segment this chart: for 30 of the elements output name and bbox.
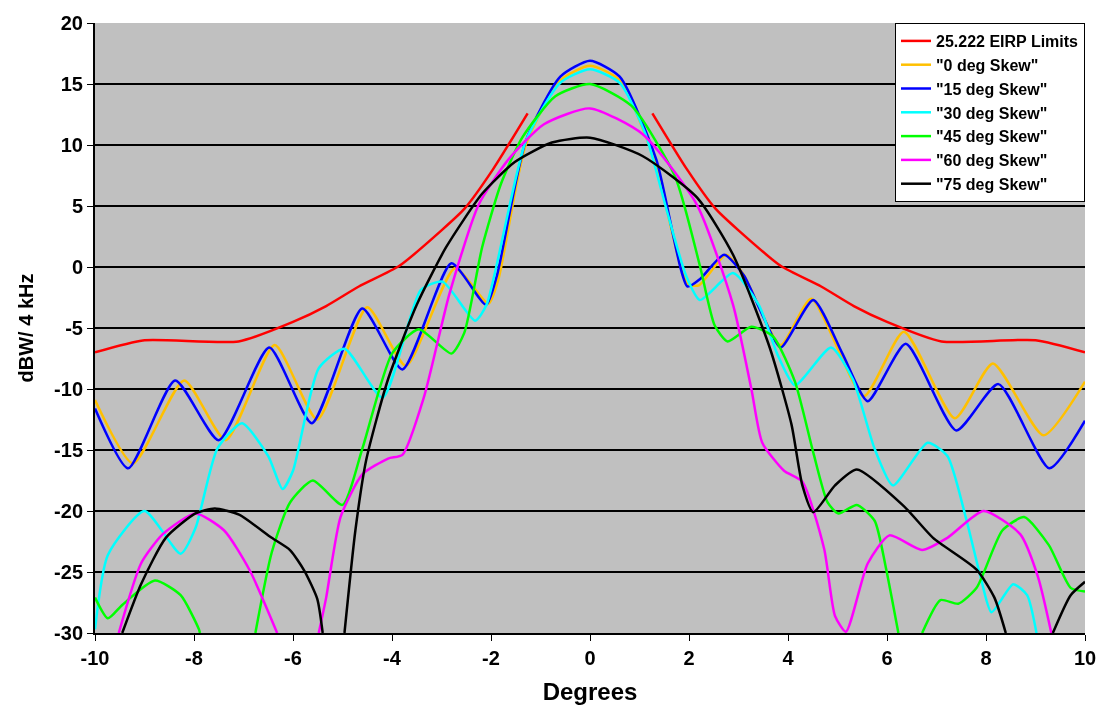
legend-label: "0 deg Skew" <box>936 56 1039 74</box>
x-tick-label: -8 <box>185 647 203 669</box>
x-tick-label: 2 <box>683 647 695 669</box>
x-tick-label: 4 <box>782 647 795 669</box>
y-tick-label: 20 <box>60 12 83 34</box>
x-tick-label: 8 <box>980 647 992 669</box>
y-tick-label: 0 <box>71 256 83 278</box>
x-axis-title: Degrees <box>542 677 638 705</box>
x-tick-label: -6 <box>284 647 302 669</box>
y-tick-label: -30 <box>54 622 83 644</box>
y-tick-label: -25 <box>54 561 83 583</box>
legend-label: "60 deg Skew" <box>936 152 1048 170</box>
y-tick-label: 15 <box>60 73 83 95</box>
legend-label: "75 deg Skew" <box>936 175 1048 193</box>
legend-label: "45 deg Skew" <box>936 128 1048 146</box>
y-tick-label: -10 <box>54 378 83 400</box>
y-tick-label: -15 <box>54 439 83 461</box>
y-tick-label: 5 <box>71 195 83 217</box>
x-tick-label: 0 <box>584 647 596 669</box>
legend-label: 25.222 EIRP Limits <box>936 33 1079 51</box>
x-tick-label: -4 <box>383 647 402 669</box>
x-tick-label: -2 <box>482 647 500 669</box>
x-tick-label: 10 <box>1073 647 1097 669</box>
legend-label: "15 deg Skew" <box>936 80 1048 98</box>
y-tick-label: 10 <box>60 134 83 156</box>
y-axis-title: dBW/ 4 kHz <box>15 273 38 383</box>
y-tick-label: -5 <box>65 317 83 339</box>
x-tick-label: 6 <box>881 647 893 669</box>
legend-label: "30 deg Skew" <box>936 104 1048 122</box>
y-tick-label: -20 <box>54 500 83 522</box>
